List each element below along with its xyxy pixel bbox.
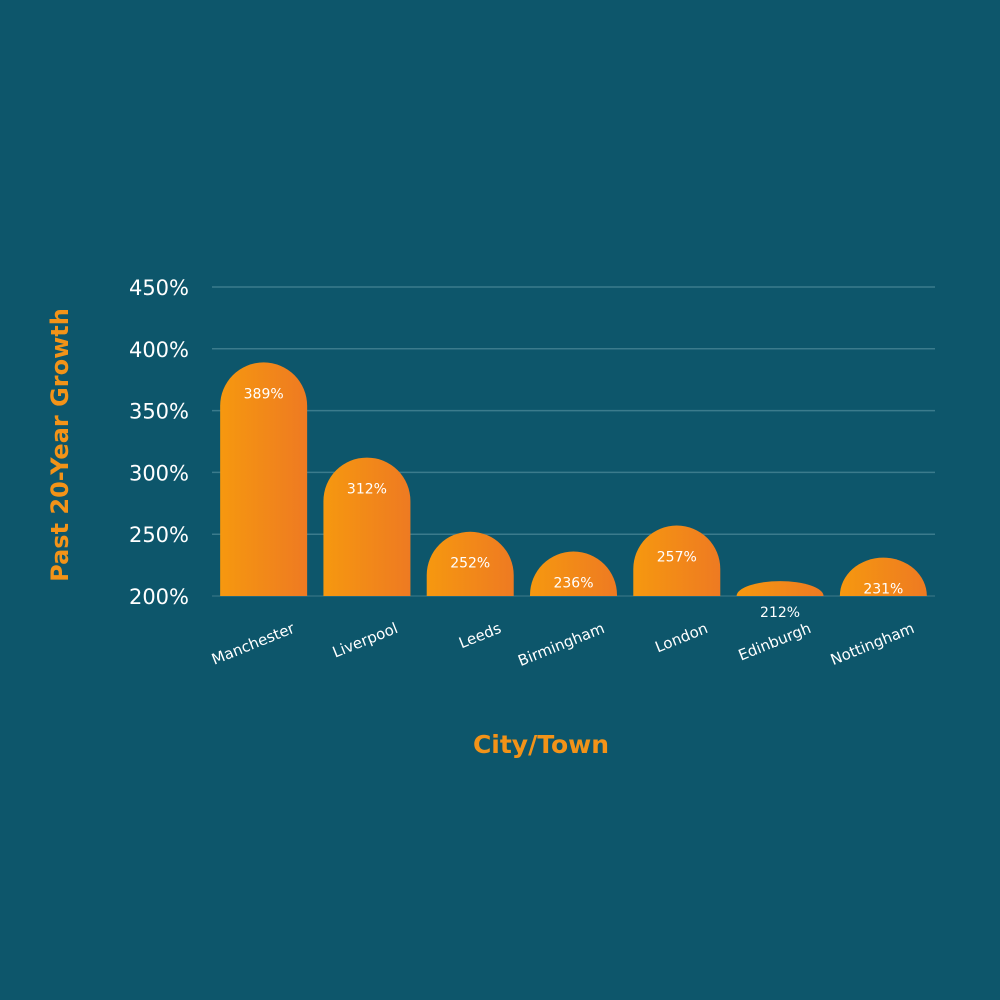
y-axis-ticks: 200% 250% 300% 350% 400% 450% [129,276,189,609]
value-label: 236% [553,576,593,592]
gridlines [212,286,935,597]
x-axis-ticks: Manchester Liverpool Leeds Birmingham London… [209,619,917,670]
y-tick-label: 450% [129,276,189,300]
x-axis-title: City/Town [473,730,609,759]
x-tick-label: Nottingham [828,619,917,669]
x-tick-label: Liverpool [330,619,401,661]
x-tick-label: Manchester [209,619,298,669]
value-label: 389% [244,386,284,402]
y-tick-label: 400% [129,338,189,362]
value-label: 231% [863,582,903,598]
y-tick-label: 300% [129,461,189,485]
bar-leeds [426,531,514,596]
bar-liverpool [323,457,411,596]
bar-edinburgh [736,581,824,596]
y-tick-label: 350% [129,400,189,424]
y-axis-title: Past 20-Year Growth [46,308,74,582]
x-tick-label: Edinburgh [736,619,814,664]
bar-nottingham [839,557,927,596]
x-tick-label: London [653,619,711,656]
value-label: 257% [657,550,697,566]
value-label: 212% [760,605,800,621]
bar-manchester [220,362,308,596]
value-labels: 389% 312% 252% 236% 257% 212% 231% [244,386,904,621]
y-tick-label: 200% [129,585,189,609]
x-tick-label: Birmingham [515,619,607,670]
bar-london [633,525,721,596]
y-tick-label: 250% [129,523,189,547]
value-label: 252% [450,556,490,572]
bar-birmingham [530,551,617,596]
value-label: 312% [347,482,387,498]
x-tick-label: Leeds [456,619,504,652]
bars [220,362,927,596]
